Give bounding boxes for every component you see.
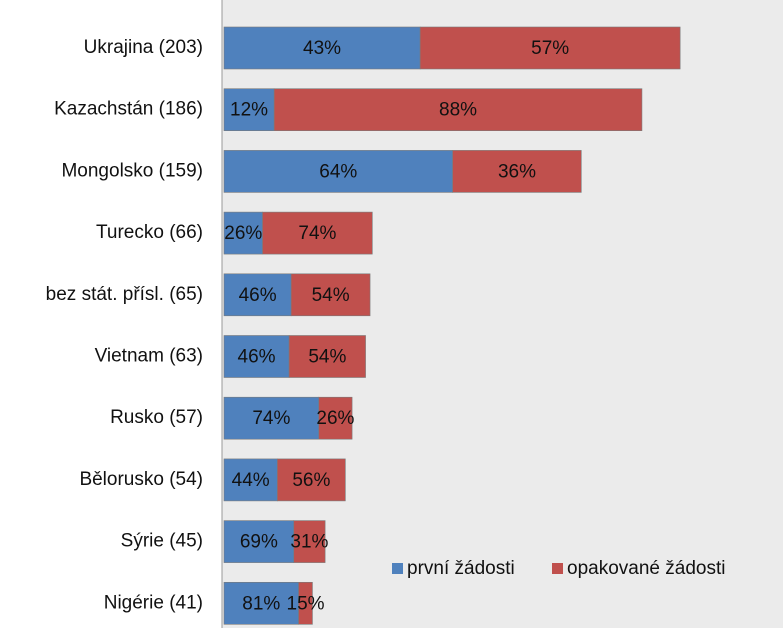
value-label: 43% [303,38,341,59]
bar-segment [262,211,373,255]
bar-segment [273,88,643,131]
category-label: bez stát. přísl. (65) [46,284,203,305]
category-label: Rusko (57) [110,407,203,428]
bar-segment [277,458,346,502]
value-label: 26% [316,408,354,429]
bar-segment [318,396,353,440]
category-label: Sýrie (45) [121,531,203,552]
value-label: 46% [238,347,276,368]
value-label: 15% [287,593,325,614]
category-label: Vietnam (63) [95,346,203,367]
value-label: 46% [239,285,277,306]
bar-segment [223,26,421,70]
legend-swatch [392,563,403,574]
bar-segment [223,88,275,131]
bar-segment [298,581,313,625]
bar-segment [223,396,320,440]
value-label: 56% [292,470,330,491]
value-label: 44% [232,470,270,491]
value-label: 69% [240,532,278,553]
category-label: Bělorusko (54) [79,469,203,490]
legend-swatch [552,563,563,574]
bar-segment [290,273,371,317]
value-label: 26% [224,223,262,244]
category-label: Mongolsko (159) [61,160,203,181]
category-label: Ukrajina (203) [84,37,203,58]
value-label: 36% [498,161,536,182]
category-label: Turecko (66) [96,222,203,243]
bar-segment [293,520,326,563]
value-label: 57% [531,38,569,59]
value-label: 81% [242,593,280,614]
legend-label: opakované žádosti [567,558,725,579]
value-label: 64% [319,161,357,182]
value-label: 54% [308,347,346,368]
value-label: 74% [298,223,336,244]
value-label: 12% [230,100,268,121]
bar-segment [223,335,290,378]
bar-segment [419,26,681,70]
bar-segment [223,150,453,193]
value-label: 31% [290,532,328,553]
category-label: Nigérie (41) [104,592,203,613]
value-label: 54% [312,285,350,306]
bar-segment [223,581,299,625]
value-label: 88% [439,100,477,121]
bar-segment [452,150,582,193]
bar-segment [288,335,366,378]
category-label: Kazachstán (186) [54,99,203,120]
value-label: 74% [252,408,290,429]
legend-label: první žádosti [407,558,515,579]
bar-segment [223,273,292,317]
